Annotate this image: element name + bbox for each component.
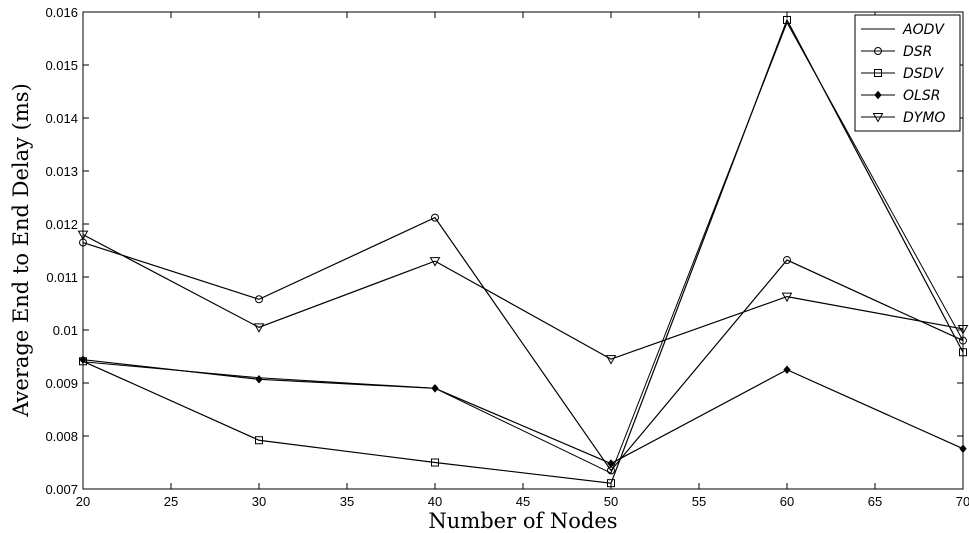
data-point-dsr [783,256,791,265]
y-tick-label: 0.014 [45,111,78,126]
data-point-olsr [431,384,439,393]
x-axis-title: Number of Nodes [428,509,617,533]
data-point-olsr [783,365,791,375]
x-tick-label: 35 [340,494,354,509]
data-point-dymo [605,355,617,365]
data-point-dsr [255,295,263,304]
x-tick-label: 30 [252,494,266,509]
data-point-dsdv [783,15,791,24]
series-lines [82,18,964,484]
x-tick-label: 60 [780,494,794,509]
legend: AODV DSR DSDV OLSR DYMO [854,14,961,132]
y-tick-label: 0.01 [53,323,78,338]
x-tick-label: 70 [956,494,969,509]
data-point-olsr [607,459,615,468]
legend-label-aodv: AODV [902,22,945,38]
plot-area [82,11,964,490]
axis-ticks: 20 25 30 35 40 45 50 55 60 65 70 0.007 0.008 0.009 0.0… [45,5,969,509]
x-tick-label: 45 [516,494,530,509]
y-tick-label: 0.013 [45,164,78,179]
data-point-olsr [255,375,263,384]
y-tick-label: 0.008 [45,429,78,444]
legend-label-olsr: OLSR [903,88,940,104]
y-tick-label: 0.009 [45,376,78,391]
data-point-dsdv [959,348,967,357]
series-line-dsr [82,216,964,472]
x-tick-label: 55 [692,494,706,509]
y-tick-label: 0.007 [45,482,78,497]
legend-marker-olsr [874,90,882,100]
data-point-dsr [431,213,439,222]
y-tick-label: 0.015 [45,58,78,73]
data-point-dsr [959,336,967,345]
legend-marker-dsr [874,47,882,55]
y-axis-title: Average End to End Delay (ms) [9,83,33,418]
legend-marker-dsdv [874,69,882,77]
x-tick-label: 65 [868,494,882,509]
series-markers [77,15,969,488]
data-point-dymo [429,257,441,267]
data-point-dymo [781,292,793,303]
legend-label-dsr: DSR [903,44,932,60]
data-point-olsr [959,444,967,453]
data-point-olsr [79,355,87,364]
x-tick-label: 20 [76,494,90,509]
x-tick-label: 25 [164,494,178,509]
y-tick-label: 0.012 [45,217,78,232]
legend-label-dymo: DYMO [903,110,945,126]
x-tick-label: 40 [428,494,442,509]
data-point-dymo [957,324,969,335]
data-point-dsdv [255,436,263,445]
y-tick-label: 0.016 [45,5,78,20]
y-tick-label: 0.011 [46,270,78,285]
data-point-dsdv [607,479,615,488]
legend-label-dsdv: DSDV [903,66,944,82]
series-line-dymo [82,234,964,360]
series-line-dsdv [82,18,964,484]
data-point-dymo [77,230,89,241]
series-line-olsr [82,359,964,465]
x-tick-label: 50 [604,494,618,509]
data-point-dymo [253,323,265,333]
legend-marker-dymo [872,113,884,123]
data-point-dsdv [431,458,439,467]
